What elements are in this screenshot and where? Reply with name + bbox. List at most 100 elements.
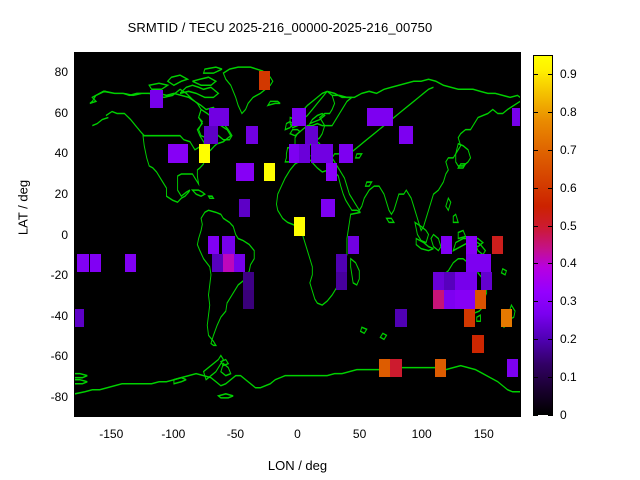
colorbar-tick-mark: [548, 73, 553, 75]
colorbar-tick-label: 0.2: [560, 332, 577, 347]
x-axis-tick-mark: [235, 52, 237, 57]
y-axis-tick-label: -60: [50, 349, 68, 364]
heatmap-cell: [432, 272, 444, 291]
y-axis-tick-label: -80: [50, 389, 68, 404]
heatmap-cell: [238, 199, 251, 218]
colorbar-tick-mark: [548, 111, 553, 113]
heatmap-cell: [168, 144, 188, 163]
x-axis-tick-mark: [359, 52, 361, 57]
y-axis-title: LAT / deg: [15, 179, 31, 236]
colorbar-tick-label: 0.4: [560, 256, 577, 271]
y-axis-tick-mark: [74, 193, 79, 195]
heatmap-cell: [466, 235, 478, 254]
y-axis-tick-label: 0: [61, 227, 68, 242]
colorbar-tick-label: 0: [560, 408, 567, 422]
heatmap-cell: [335, 272, 347, 291]
heatmap-cell: [304, 126, 319, 145]
y-axis-tick-mark: [74, 72, 79, 74]
heatmap-cell: [366, 107, 393, 126]
heatmap-cell: [199, 144, 211, 163]
colorbar-tick-mark: [548, 301, 553, 303]
heatmap-cell: [207, 235, 220, 254]
world-coastline-map: [75, 66, 520, 399]
y-axis-tick-mark: [74, 356, 79, 358]
heatmap-cell: [292, 107, 306, 126]
heatmap-cell: [288, 144, 300, 163]
colorbar-tick-mark: [548, 415, 553, 416]
x-axis-tick-label: -50: [226, 427, 245, 441]
heatmap-cell: [432, 290, 444, 309]
y-axis-tick-mark: [74, 234, 79, 236]
y-axis-tick-mark: [74, 112, 79, 114]
heatmap-cell: [211, 253, 223, 272]
x-axis-tick-label: 150: [473, 427, 494, 441]
heatmap-cell: [443, 290, 455, 309]
y-axis-tick-label: 40: [54, 146, 68, 161]
heatmap-cell: [233, 253, 246, 272]
y-axis-tick-mark: [516, 396, 521, 398]
colorbar-tick-mark: [533, 339, 538, 341]
heatmap-cell: [348, 235, 360, 254]
heatmap-cell: [263, 162, 275, 181]
heatmap-cell: [124, 253, 136, 272]
y-axis-tick-mark: [516, 315, 521, 317]
colorbar-tick-label: 0.9: [560, 66, 577, 81]
plot-area: [74, 52, 521, 417]
heatmap-cell: [258, 71, 270, 90]
y-axis-tick-label: 80: [54, 65, 68, 80]
x-axis-tick-label: 0: [294, 427, 301, 441]
y-axis-tick-label: -40: [50, 308, 68, 323]
heatmap-cell: [335, 253, 347, 272]
y-axis-tick-label: -20: [50, 268, 68, 283]
heatmap-cell: [466, 253, 491, 272]
colorbar-gradient: [534, 56, 552, 414]
x-axis-tick-label: 50: [352, 427, 367, 441]
x-axis-tick-label: -150: [99, 427, 124, 441]
y-axis-tick-labels: 80 60 40 20 0 -20 -40 -60 -80: [28, 0, 68, 480]
colorbar-tick-mark: [548, 225, 553, 227]
heatmap-cell: [443, 272, 455, 291]
heatmap-cell: [441, 235, 453, 254]
heatmap-cell: [474, 290, 486, 309]
heatmap-cell: [221, 235, 236, 254]
heatmap-cell: [236, 162, 254, 181]
x-axis-tick-mark: [483, 52, 485, 57]
y-axis-tick-mark: [74, 396, 79, 398]
colorbar-tick-mark: [533, 415, 538, 416]
heatmap-cell: [399, 126, 413, 145]
x-axis-tick-mark: [173, 52, 175, 57]
heatmap-cell: [242, 272, 254, 291]
heatmap-cell: [472, 334, 484, 354]
x-axis-tick-mark: [111, 52, 113, 57]
colorbar-tick-mark: [533, 301, 538, 303]
x-axis-tick-label: 100: [411, 427, 432, 441]
colorbar-tick-mark: [548, 149, 553, 151]
heatmap-cell: [293, 217, 305, 236]
y-axis-tick-label: 20: [54, 186, 68, 201]
colorbar-tick-label: 0.3: [560, 294, 577, 309]
heatmap-cell: [77, 253, 89, 272]
colorbar-tick-label: 0.5: [560, 218, 577, 233]
x-axis-tick-mark: [297, 52, 299, 57]
colorbar-tick-label: 0.6: [560, 180, 577, 195]
x-axis-tick-mark: [359, 412, 361, 417]
heatmap-cell: [246, 126, 258, 145]
y-axis-tick-mark: [516, 193, 521, 195]
heatmap-cell: [149, 89, 164, 108]
y-axis-tick-label: 60: [54, 105, 68, 120]
heatmap-cell: [242, 290, 254, 309]
heatmap-cell: [298, 144, 310, 163]
heatmap-cell: [492, 235, 504, 254]
colorbar-tick-mark: [548, 339, 553, 341]
colorbar-tick-label: 0.1: [560, 370, 577, 385]
y-axis-tick-mark: [516, 275, 521, 277]
colorbar: [533, 55, 553, 415]
heatmap-cell: [75, 308, 84, 327]
colorbar-tick-mark: [548, 377, 553, 379]
y-axis-tick-mark: [74, 153, 79, 155]
heatmap-cell: [209, 107, 229, 126]
x-axis-title: LON / deg: [267, 458, 328, 473]
heatmap-cells: [75, 53, 520, 416]
heatmap-cell: [89, 253, 102, 272]
